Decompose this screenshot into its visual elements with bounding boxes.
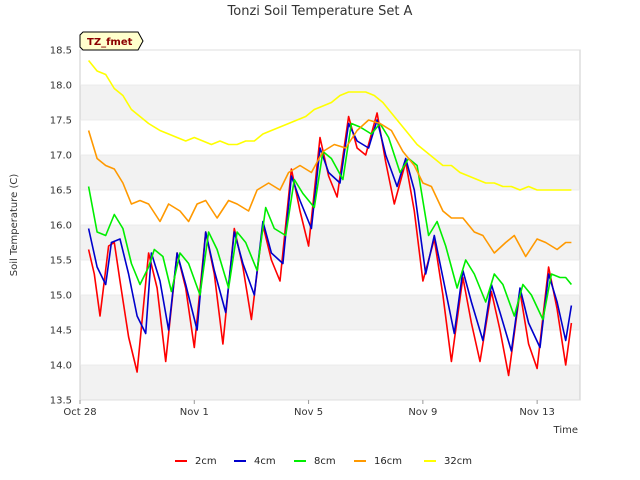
y-tick-label: 15.5: [50, 256, 72, 267]
grid-band: [80, 50, 580, 85]
x-tick-label: Nov 1: [180, 407, 209, 418]
legend-label: 32cm: [444, 456, 472, 467]
legend-item-8cm: 8cm: [294, 456, 336, 467]
y-tick-label: 13.5: [50, 396, 72, 407]
legend-label: 8cm: [314, 456, 336, 467]
series-line-2cm: [87, 112, 573, 377]
grid-band: [80, 120, 580, 155]
legend: 2cm 4cm 8cm 16cm 32cm: [175, 456, 472, 467]
series-line-4cm: [87, 119, 573, 352]
y-tick-label: 18.5: [50, 46, 72, 57]
y-tick-label: 16.0: [50, 221, 72, 232]
plot-bands: [80, 50, 580, 400]
series-line-8cm: [87, 122, 573, 321]
chart-title: Tonzi Soil Temperature Set A: [227, 4, 413, 19]
badge-label: TZ_fmet: [87, 37, 133, 48]
grid-band: [80, 295, 580, 330]
legend-item-4cm: 4cm: [234, 456, 276, 467]
x-tick-label: Nov 9: [408, 407, 437, 418]
y-tick-label: 14.0: [50, 361, 72, 372]
x-axis-ticks: Oct 28 Nov 1 Nov 5 Nov 9 Nov 13: [63, 400, 555, 418]
x-tick-label: Oct 28: [63, 407, 96, 418]
series-lines: [87, 59, 573, 377]
y-tick-label: 17.0: [50, 151, 72, 162]
series-line-32cm: [87, 59, 572, 191]
legend-item-32cm: 32cm: [424, 456, 472, 467]
legend-label: 2cm: [195, 456, 217, 467]
y-axis-ticks: 13.5 14.0 14.5 15.0 15.5 16.0 16.5 17.0 17.5 18.0…: [50, 46, 580, 407]
y-tick-label: 15.0: [50, 291, 72, 302]
y-tick-label: 14.5: [50, 326, 72, 337]
legend-label: 4cm: [254, 456, 276, 467]
y-axis-label: Soil Temperature (C): [9, 174, 20, 277]
y-tick-label: 17.5: [50, 116, 72, 127]
legend-item-2cm: 2cm: [175, 456, 217, 467]
grid-band: [80, 190, 580, 225]
legend-item-16cm: 16cm: [354, 456, 402, 467]
badge-shape: [79, 31, 144, 51]
grid-band: [80, 225, 580, 260]
y-tick-label: 18.0: [50, 81, 72, 92]
site-badge: TZ_fmet: [79, 31, 144, 51]
y-tick-label: 16.5: [50, 186, 72, 197]
grid-band: [80, 365, 580, 400]
x-axis-label: Time: [553, 425, 578, 436]
x-tick-label: Nov 5: [294, 407, 323, 418]
x-tick-label: Nov 13: [519, 407, 554, 418]
grid-band: [80, 155, 580, 190]
legend-label: 16cm: [374, 456, 402, 467]
series-line-16cm: [87, 119, 572, 258]
